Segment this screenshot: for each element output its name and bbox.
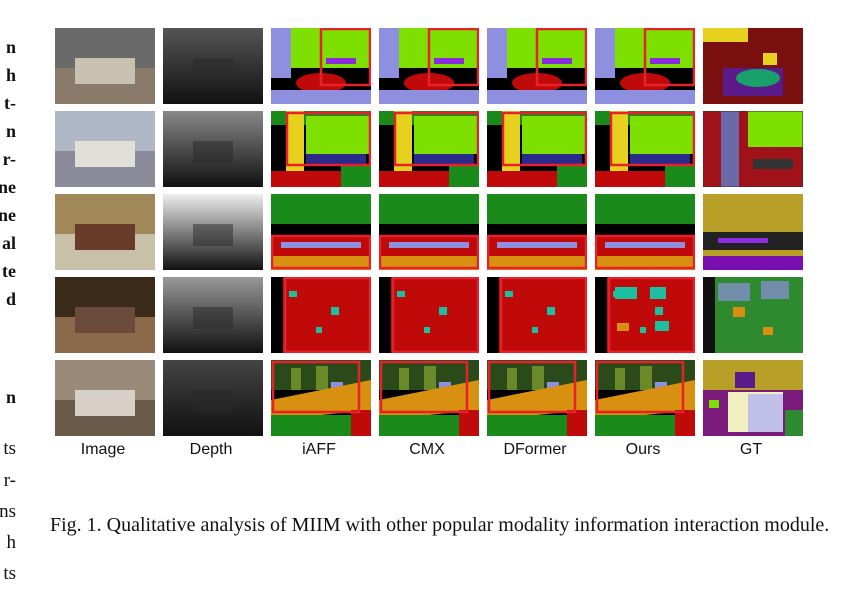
column-label-depth: Depth: [189, 441, 233, 458]
figure-panel-gt: [703, 194, 803, 270]
figure-caption: Fig. 1. Qualitative analysis of MIIM wit…: [50, 514, 830, 536]
figure-panel-iaff: [271, 28, 371, 104]
figure-panel-image: [55, 277, 155, 353]
figure-panel-iaff: [271, 360, 371, 436]
column-label-iaff: iAFF: [302, 441, 336, 458]
figure-panel-ours: [595, 277, 695, 353]
figure-panel-ours: [595, 111, 695, 187]
text-fragment: te: [2, 261, 16, 281]
text-fragment: ts: [3, 438, 16, 459]
figure-panel-dformer: [487, 277, 587, 353]
column-label-gt: GT: [739, 441, 763, 458]
column-label-dformer: DFormer: [503, 441, 567, 458]
text-fragment: t-: [4, 93, 16, 113]
figure-panel-gt: [703, 277, 803, 353]
figure-panel-cmx: [379, 194, 479, 270]
figure-panel-image: [55, 360, 155, 436]
figure-panel-cmx: [379, 277, 479, 353]
text-fragment: d: [5, 289, 16, 309]
figure-panel-depth: [163, 194, 263, 270]
figure-panel-image: [55, 111, 155, 187]
figure-panel-ours: [595, 194, 695, 270]
left-column-fragments: n h t- n r- ne ne al te d n ts r- ns h t…: [0, 28, 18, 597]
column-label-cmx: CMX: [409, 441, 445, 458]
figure-panel-depth: [163, 28, 263, 104]
figure-panel-depth: [163, 360, 263, 436]
figure-panel-dformer: [487, 360, 587, 436]
figure-panel-iaff: [271, 194, 371, 270]
text-fragment: ts: [3, 563, 16, 584]
figure-panel-cmx: [379, 111, 479, 187]
text-fragment: r-: [2, 149, 16, 169]
figure-panel-iaff: [271, 111, 371, 187]
text-fragment: r-: [3, 470, 16, 491]
column-label-image: Image: [80, 441, 126, 458]
text-fragment: h: [6, 532, 17, 553]
text-fragment: n: [5, 387, 16, 407]
text-fragment: ne: [0, 205, 16, 225]
figure-panel-cmx: [379, 360, 479, 436]
text-fragment: ne: [0, 177, 16, 197]
text-fragment: n: [5, 37, 16, 57]
figure-panel-depth: [163, 277, 263, 353]
text-fragment: al: [1, 233, 16, 253]
figure-panel-gt: [703, 28, 803, 104]
figure-panel-depth: [163, 111, 263, 187]
figure-panel-iaff: [271, 277, 371, 353]
text-fragment: ns: [0, 501, 16, 522]
figure-panel-ours: [595, 28, 695, 104]
column-label-ours: Ours: [625, 441, 661, 458]
figure-panel-gt: [703, 111, 803, 187]
figure-panel-gt: [703, 360, 803, 436]
figure-panel-ours: [595, 360, 695, 436]
figure-panel-dformer: [487, 111, 587, 187]
figure-panel-dformer: [487, 194, 587, 270]
text-fragment: h: [5, 65, 16, 85]
figure-panel-image: [55, 28, 155, 104]
figure-panel-dformer: [487, 28, 587, 104]
figure-panel-cmx: [379, 28, 479, 104]
figure-panel-image: [55, 194, 155, 270]
text-fragment: n: [5, 121, 16, 141]
